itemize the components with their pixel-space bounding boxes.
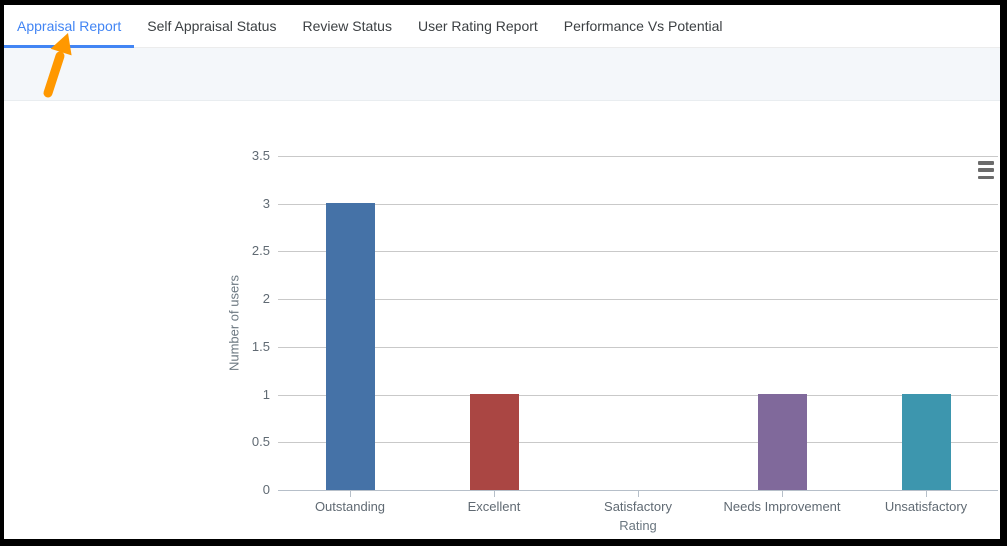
y-axis-title: Number of users xyxy=(226,274,242,372)
x-tick-label: Outstanding xyxy=(314,499,386,514)
gridline xyxy=(278,442,998,443)
y-tick-label: 3 xyxy=(262,196,270,211)
window-border-right xyxy=(1000,0,1007,546)
bar-outstanding[interactable] xyxy=(326,203,375,490)
menu-bar xyxy=(978,168,994,172)
gridline xyxy=(278,299,998,300)
tab-performance-vs-potential[interactable]: Performance Vs Potential xyxy=(551,5,736,47)
window-border-top xyxy=(0,0,1007,5)
y-tick-label: 1 xyxy=(262,387,270,402)
x-tick-label: Unsatisfactory xyxy=(884,499,968,514)
report-tab-bar: Appraisal Report Self Appraisal Status R… xyxy=(4,5,1000,48)
bar-unsatisfactory[interactable] xyxy=(902,394,951,490)
y-tick-label: 1.5 xyxy=(251,339,270,354)
x-tick-mark xyxy=(782,490,783,497)
y-tick-label: 2.5 xyxy=(251,243,270,258)
gridline xyxy=(278,347,998,348)
bar-needs-improvement[interactable] xyxy=(758,394,807,490)
x-tick-mark xyxy=(350,490,351,497)
x-axis-title: Rating xyxy=(619,518,657,533)
y-tick-label: 3.5 xyxy=(251,148,270,163)
x-tick-mark xyxy=(638,490,639,497)
x-tick-label: Needs Improvement xyxy=(723,499,841,514)
gridline xyxy=(278,156,998,157)
gridline xyxy=(278,395,998,396)
x-tick-mark xyxy=(494,490,495,497)
tab-review-status[interactable]: Review Status xyxy=(289,5,404,47)
window-border-left xyxy=(0,0,4,546)
hamburger-menu-icon[interactable] xyxy=(976,158,1000,182)
gridline xyxy=(278,251,998,252)
tab-user-rating-report[interactable]: User Rating Report xyxy=(405,5,551,47)
gridline xyxy=(278,204,998,205)
bar-excellent[interactable] xyxy=(470,394,519,490)
x-tick-label: Excellent xyxy=(467,499,521,514)
x-tick-mark xyxy=(926,490,927,497)
window-border-bottom xyxy=(0,539,1007,546)
menu-bar xyxy=(978,175,994,179)
menu-bar xyxy=(978,161,994,165)
y-tick-label: 0.5 xyxy=(251,434,270,449)
tab-self-appraisal-status[interactable]: Self Appraisal Status xyxy=(134,5,289,47)
y-tick-label: 0 xyxy=(262,482,270,497)
x-tick-label: Satisfactory xyxy=(604,499,672,514)
y-tick-label: 2 xyxy=(262,291,270,306)
toolbar-band xyxy=(4,48,1000,101)
